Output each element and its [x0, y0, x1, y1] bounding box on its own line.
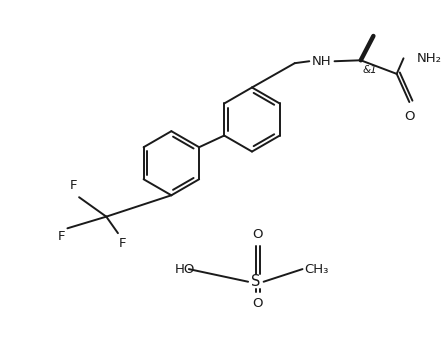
Text: F: F [58, 230, 66, 243]
Text: HO: HO [174, 263, 194, 276]
Text: S: S [251, 274, 260, 289]
Text: O: O [252, 297, 263, 310]
Text: F: F [119, 237, 126, 250]
Text: O: O [252, 228, 263, 241]
Text: F: F [70, 179, 77, 192]
Text: O: O [404, 110, 415, 123]
Text: NH: NH [312, 55, 332, 68]
Text: NH₂: NH₂ [417, 52, 442, 65]
Text: CH₃: CH₃ [305, 263, 329, 276]
Text: &1: &1 [363, 65, 377, 75]
